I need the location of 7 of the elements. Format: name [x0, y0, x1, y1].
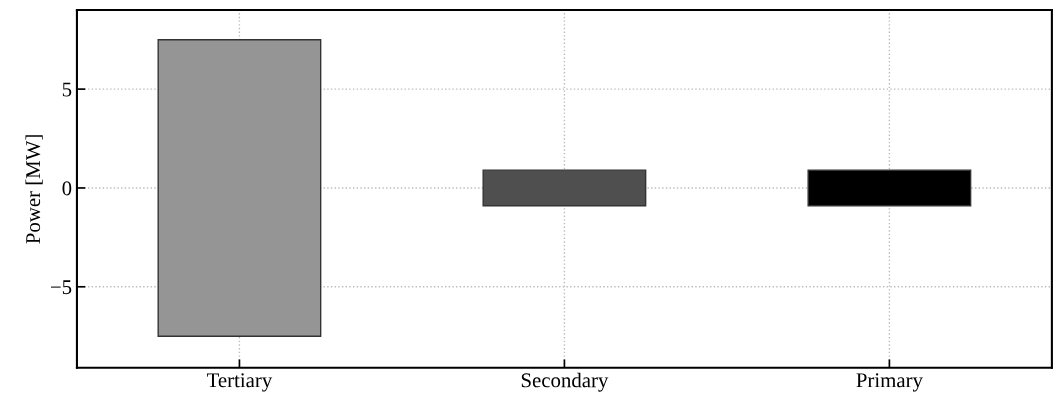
y-tick-label: 0 — [62, 181, 72, 196]
x-tick-label: Primary — [856, 373, 923, 392]
y-tick-label: 5 — [62, 82, 72, 97]
y-tick-label: −5 — [50, 280, 72, 295]
x-tick-label: Tertiary — [207, 373, 273, 392]
y-axis-title: Power [MW] — [25, 135, 43, 244]
x-tick-label: Secondary — [521, 372, 609, 392]
